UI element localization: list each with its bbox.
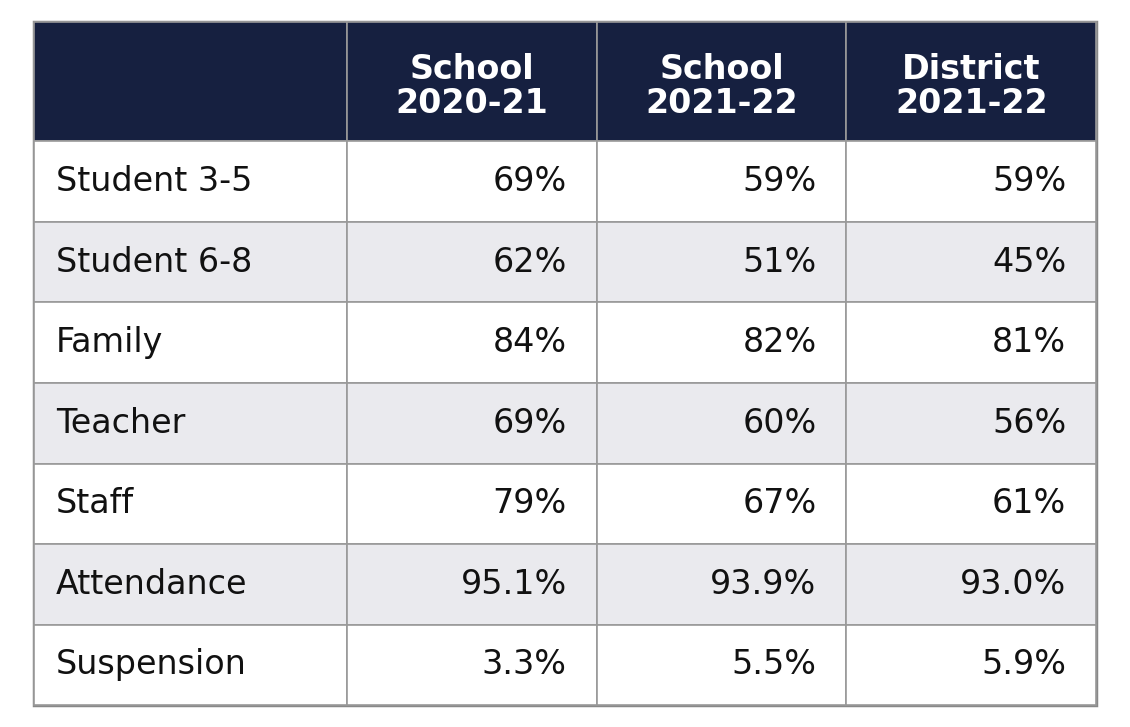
FancyBboxPatch shape (846, 302, 1096, 383)
FancyBboxPatch shape (34, 464, 347, 544)
FancyBboxPatch shape (597, 544, 846, 624)
FancyBboxPatch shape (34, 624, 347, 705)
FancyBboxPatch shape (597, 464, 846, 544)
FancyBboxPatch shape (846, 624, 1096, 705)
FancyBboxPatch shape (347, 624, 597, 705)
FancyBboxPatch shape (846, 383, 1096, 464)
Text: 45%: 45% (992, 246, 1066, 278)
Text: 5.5%: 5.5% (731, 648, 817, 681)
Text: 56%: 56% (992, 407, 1066, 440)
FancyBboxPatch shape (846, 142, 1096, 222)
Text: 81%: 81% (992, 326, 1066, 359)
FancyBboxPatch shape (34, 222, 347, 302)
FancyBboxPatch shape (846, 222, 1096, 302)
Text: 61%: 61% (992, 487, 1066, 521)
Text: 69%: 69% (493, 165, 567, 198)
Text: 2020-21: 2020-21 (396, 87, 548, 120)
Text: 2021-22: 2021-22 (645, 87, 798, 120)
Text: 93.9%: 93.9% (711, 568, 817, 601)
Text: 59%: 59% (742, 165, 817, 198)
FancyBboxPatch shape (597, 383, 846, 464)
Text: 69%: 69% (493, 407, 567, 440)
Text: 79%: 79% (493, 487, 567, 521)
Text: 59%: 59% (992, 165, 1066, 198)
FancyBboxPatch shape (846, 544, 1096, 624)
Text: Student 6-8: Student 6-8 (55, 246, 252, 278)
Text: Suspension: Suspension (55, 648, 246, 681)
Text: Family: Family (55, 326, 163, 359)
FancyBboxPatch shape (34, 22, 347, 142)
FancyBboxPatch shape (597, 302, 846, 383)
FancyBboxPatch shape (597, 624, 846, 705)
FancyBboxPatch shape (347, 464, 597, 544)
Text: 51%: 51% (742, 246, 817, 278)
FancyBboxPatch shape (347, 544, 597, 624)
Text: 62%: 62% (493, 246, 567, 278)
FancyBboxPatch shape (34, 302, 347, 383)
Text: 84%: 84% (493, 326, 567, 359)
FancyBboxPatch shape (34, 544, 347, 624)
FancyBboxPatch shape (846, 22, 1096, 142)
Text: 3.3%: 3.3% (481, 648, 567, 681)
Text: 95.1%: 95.1% (461, 568, 567, 601)
Text: Attendance: Attendance (55, 568, 247, 601)
FancyBboxPatch shape (846, 464, 1096, 544)
FancyBboxPatch shape (34, 383, 347, 464)
FancyBboxPatch shape (597, 222, 846, 302)
Text: 5.9%: 5.9% (981, 648, 1066, 681)
Text: School: School (410, 53, 534, 86)
FancyBboxPatch shape (347, 383, 597, 464)
Text: 60%: 60% (742, 407, 817, 440)
Text: 67%: 67% (742, 487, 817, 521)
Text: District: District (902, 53, 1041, 86)
Text: Student 3-5: Student 3-5 (55, 165, 252, 198)
FancyBboxPatch shape (34, 142, 347, 222)
Text: Staff: Staff (55, 487, 134, 521)
Text: 82%: 82% (742, 326, 817, 359)
FancyBboxPatch shape (347, 222, 597, 302)
FancyBboxPatch shape (347, 22, 597, 142)
Text: Teacher: Teacher (55, 407, 185, 440)
FancyBboxPatch shape (597, 22, 846, 142)
FancyBboxPatch shape (597, 142, 846, 222)
Text: 93.0%: 93.0% (959, 568, 1066, 601)
FancyBboxPatch shape (347, 302, 597, 383)
Text: School: School (660, 53, 784, 86)
Text: 2021-22: 2021-22 (895, 87, 1048, 120)
FancyBboxPatch shape (347, 142, 597, 222)
